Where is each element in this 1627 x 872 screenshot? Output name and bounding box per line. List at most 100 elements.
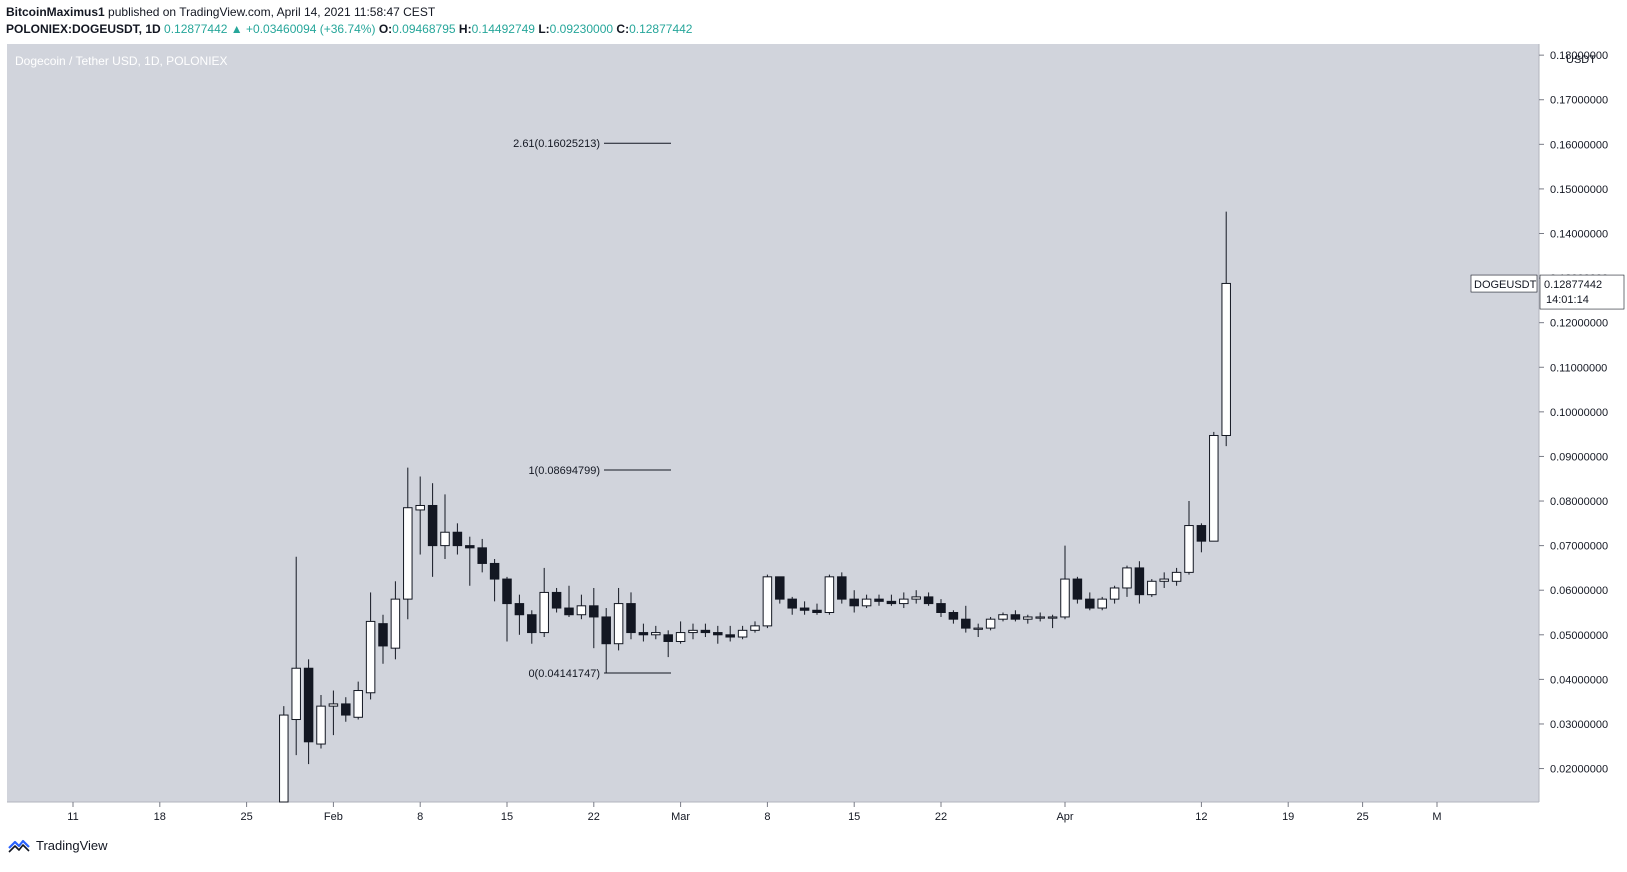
candle-body-up — [353, 690, 363, 718]
close-value: 0.12877442 — [629, 22, 693, 36]
candle — [861, 594, 872, 609]
candle-body-down — [303, 667, 314, 743]
candle — [713, 625, 723, 644]
candle — [589, 587, 599, 649]
candle — [911, 590, 921, 604]
y-tick-label: 0.06000000 — [1550, 585, 1608, 597]
candle-body-up — [998, 614, 1008, 620]
candle-body-down — [477, 547, 487, 564]
candle — [1171, 567, 1182, 586]
close-label: C: — [616, 22, 630, 36]
candle — [923, 592, 934, 606]
candle-body-down — [725, 634, 735, 638]
candle — [675, 621, 686, 644]
price-axis[interactable] — [1539, 44, 1627, 802]
candle-body-up — [403, 507, 413, 600]
candle — [1221, 211, 1231, 447]
candle — [378, 614, 388, 664]
candle — [1134, 561, 1145, 604]
change-arrow-icon: ▲ — [230, 22, 243, 36]
x-tick-label: 12 — [1195, 811, 1207, 823]
candle-body-down — [378, 623, 388, 647]
plot-area[interactable] — [7, 44, 1539, 802]
candle — [812, 603, 822, 615]
low-label: L: — [538, 22, 550, 36]
candle — [353, 681, 363, 720]
candle — [787, 596, 797, 615]
candle — [837, 572, 847, 604]
x-tick-label: 19 — [1282, 811, 1294, 823]
low-value: 0.09230000 — [549, 22, 614, 36]
candle-body-down — [341, 703, 351, 716]
candle — [564, 585, 574, 617]
x-tick-label: Mar — [671, 811, 690, 823]
ohlc-legend: POLONIEX:DOGEUSDT, 1D 0.12877442 ▲ +0.03… — [6, 21, 692, 37]
fib-level-label: 1(0.08694799) — [528, 465, 600, 477]
candle-body-up — [576, 605, 587, 616]
candle-body-up — [985, 618, 996, 629]
candle — [1184, 501, 1194, 575]
y-tick-label: 0.16000000 — [1550, 139, 1608, 151]
candle-body-up — [1109, 587, 1120, 600]
candle-body-down — [812, 609, 822, 613]
candle — [365, 592, 376, 700]
candle-body-down — [564, 607, 574, 616]
candle — [1209, 431, 1219, 542]
symbol-label: POLONIEX:DOGEUSDT, 1D — [6, 22, 161, 36]
candle-body-up — [1171, 571, 1182, 582]
price-tag-symbol-box — [1470, 274, 1538, 293]
candle-body-down — [527, 614, 537, 634]
y-tick-label: 0.12000000 — [1550, 318, 1608, 330]
candle — [799, 601, 810, 615]
candle-body-up — [651, 632, 661, 636]
candle — [477, 538, 487, 573]
chart-title: Dogecoin / Tether USD, 1D, POLONIEX — [15, 54, 228, 68]
publisher-name[interactable]: BitcoinMaximus1 — [6, 5, 105, 19]
candle-body-down — [1134, 567, 1145, 596]
candle-body-down — [923, 596, 934, 605]
fib-levels-layer: 2.61(0.16025213) 1(0.08694799) 0(0.0414174… — [513, 138, 671, 680]
candle — [341, 697, 351, 722]
candle — [1147, 579, 1157, 597]
candle-body-up — [328, 703, 339, 707]
candle — [440, 494, 450, 559]
candle-body-up — [316, 705, 326, 745]
candle-body-down — [961, 618, 971, 629]
candle-body-down — [601, 616, 611, 645]
y-tick-label: 0.07000000 — [1550, 541, 1608, 553]
candle — [638, 623, 649, 642]
candle — [1097, 596, 1107, 611]
candle — [489, 558, 500, 602]
candle — [1010, 610, 1021, 622]
candle — [1196, 523, 1207, 553]
candle-body-down — [849, 598, 859, 607]
x-tick-label: 22 — [588, 811, 600, 823]
y-tick-label: 0.10000000 — [1550, 407, 1608, 419]
candle-body-up — [1060, 578, 1070, 618]
price-tag-value-box — [1539, 274, 1625, 310]
candle-body-down — [1072, 578, 1083, 600]
candle — [551, 587, 562, 613]
candle — [303, 659, 314, 765]
candle — [874, 594, 884, 606]
candle — [427, 483, 438, 577]
candle-body-up — [1035, 616, 1045, 619]
axis-unit: USDT — [1566, 54, 1596, 66]
candle — [601, 608, 611, 673]
price-tag-value: 0.12877442 — [1544, 279, 1602, 291]
candle-body-up — [1209, 434, 1219, 542]
open-label: O: — [378, 22, 393, 36]
x-axis-ticks: 11 18 25 Feb 8 15 22 Mar 8 15 22 Apr 12 19 25 M — [67, 802, 1442, 823]
candle-body-down — [638, 632, 649, 636]
x-tick-label: 11 — [67, 811, 78, 823]
candle-body-up — [973, 627, 983, 630]
candle-body-up — [1047, 616, 1058, 619]
x-tick-label: 22 — [935, 811, 947, 823]
candle-body-up — [824, 576, 835, 613]
candle — [725, 625, 735, 642]
high-value: 0.14492749 — [471, 22, 535, 36]
tradingview-brand[interactable]: TradingView — [8, 838, 108, 853]
candle-body-up — [1159, 578, 1169, 582]
